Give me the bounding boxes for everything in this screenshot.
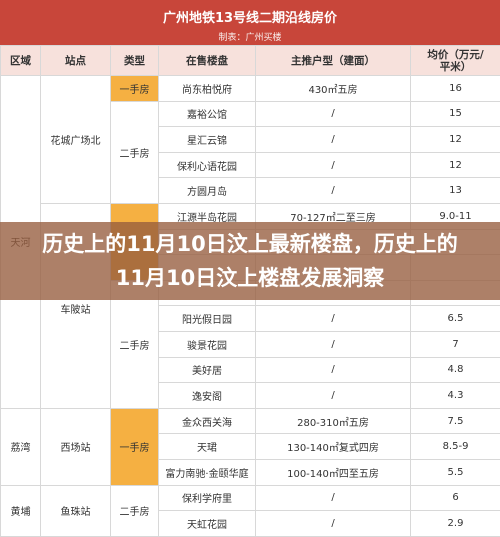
title: 广州地铁13号线二期沿线房价 xyxy=(0,0,500,26)
cell: 8.5-9 xyxy=(411,434,500,460)
cell: / xyxy=(256,306,411,332)
cell: / xyxy=(256,511,411,537)
cell: 4.8 xyxy=(411,357,500,383)
cell: 4.3 xyxy=(411,383,500,409)
cell: 阳光假日园 xyxy=(159,306,256,332)
cell: / xyxy=(256,383,411,409)
cell: 2.9 xyxy=(411,511,500,537)
cell: 280-310㎡五房 xyxy=(256,408,411,434)
column-header: 类型 xyxy=(111,46,159,76)
cell: 嘉裕公馆 xyxy=(159,101,256,127)
station: 花城广场北 xyxy=(41,76,111,204)
district: 黄埔 xyxy=(1,485,41,536)
cell: 6.5 xyxy=(411,306,500,332)
cell: 逸安阁 xyxy=(159,383,256,409)
cell: 100-140㎡四至五房 xyxy=(256,459,411,485)
row: 黄埔 鱼珠站 二手房 保利学府里 / 6 xyxy=(1,485,500,511)
station: 鱼珠站 xyxy=(41,485,111,536)
cell: 保利学府里 xyxy=(159,485,256,511)
station: 西场站 xyxy=(41,408,111,485)
subtitle: 制表：广州买楼 xyxy=(0,30,500,43)
cell: / xyxy=(256,127,411,153)
cell: 16 xyxy=(411,76,500,102)
cell: 金众西关海 xyxy=(159,408,256,434)
column-header: 均价（万元/平米） xyxy=(411,46,500,76)
type: 一手房 xyxy=(111,76,159,102)
cell: / xyxy=(256,331,411,357)
column-header: 主推户型（建面） xyxy=(256,46,411,76)
cell: / xyxy=(256,101,411,127)
cell: 骏景花园 xyxy=(159,331,256,357)
cell: 12 xyxy=(411,152,500,178)
cell: / xyxy=(256,357,411,383)
row: 荔湾 西场站 一手房 金众西关海 280-310㎡五房 7.5 xyxy=(1,408,500,434)
cell: 430㎡五房 xyxy=(256,76,411,102)
cell: 12 xyxy=(411,127,500,153)
cell: 7.5 xyxy=(411,408,500,434)
cell: 保利心语花园 xyxy=(159,152,256,178)
type: 二手房 xyxy=(111,485,159,536)
type: 二手房 xyxy=(111,101,159,203)
cell: 7 xyxy=(411,331,500,357)
cell: 5.5 xyxy=(411,459,500,485)
column-header: 区域 xyxy=(1,46,41,76)
column-header: 站点 xyxy=(41,46,111,76)
column-header: 在售楼盘 xyxy=(159,46,256,76)
cell: 天虹花园 xyxy=(159,511,256,537)
header-row: 区域 站点 类型 在售楼盘 主推户型（建面） 均价（万元/平米） xyxy=(1,46,500,76)
cell: 美好居 xyxy=(159,357,256,383)
overlay-title: 历史上的11月10日汶上最新楼盘，历史上的11月10日汶上楼盘发展洞察 xyxy=(0,222,500,300)
cell: 方圆月岛 xyxy=(159,178,256,204)
cell: 富力南驰·金颐华庭 xyxy=(159,459,256,485)
cell: 6 xyxy=(411,485,500,511)
row: 天河 花城广场北 一手房 尚东柏悦府 430㎡五房 16 xyxy=(1,76,500,102)
district: 荔湾 xyxy=(1,408,41,485)
cell: 15 xyxy=(411,101,500,127)
cell: / xyxy=(256,485,411,511)
type: 一手房 xyxy=(111,408,159,485)
cell: 星汇云锦 xyxy=(159,127,256,153)
cell: 13 xyxy=(411,178,500,204)
header-band: 广州地铁13号线二期沿线房价 制表：广州买楼 xyxy=(0,0,500,45)
cell: 天珺 xyxy=(159,434,256,460)
cell: / xyxy=(256,178,411,204)
cell: 130-140㎡复式四房 xyxy=(256,434,411,460)
cell: / xyxy=(256,152,411,178)
cell: 尚东柏悦府 xyxy=(159,76,256,102)
